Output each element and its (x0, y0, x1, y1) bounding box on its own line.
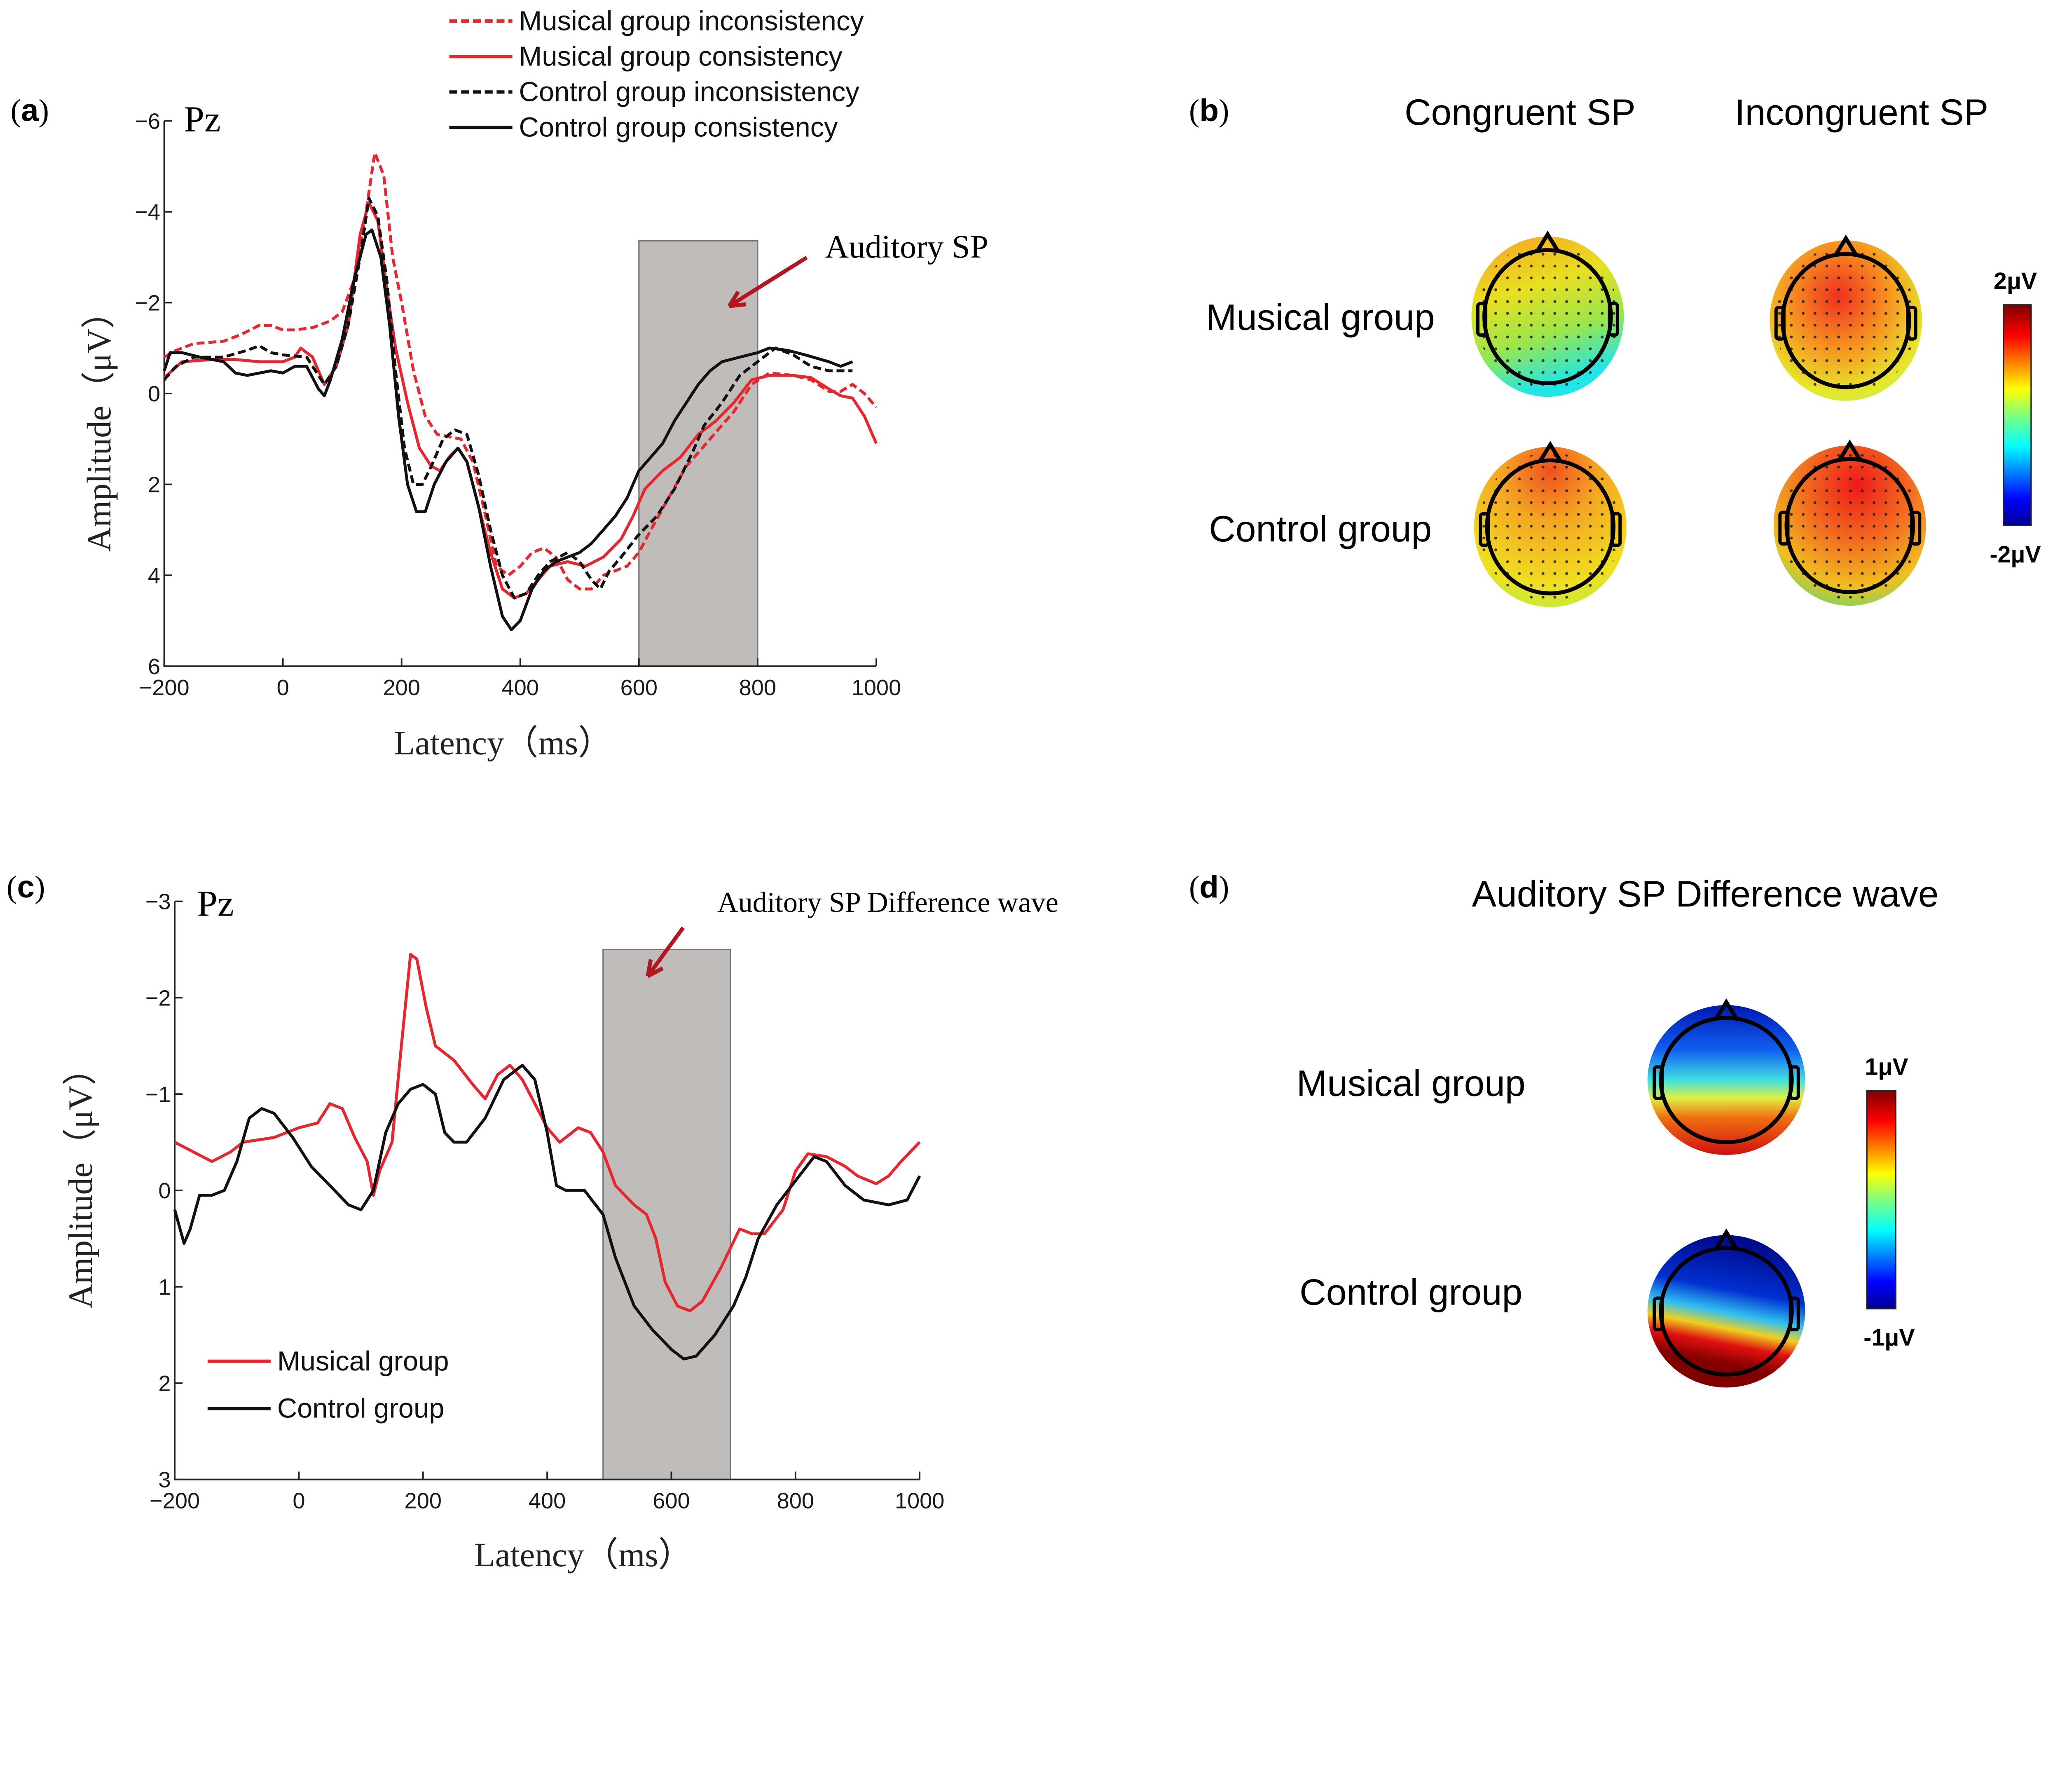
panel-label-d: (d) (1189, 869, 1229, 904)
colorbar-d (1866, 1090, 1896, 1309)
column-title-incongruent: Incongruent SP (1735, 91, 1988, 133)
y-tick-label: 3 (158, 1468, 171, 1492)
x-tick-label: −200 (150, 1489, 200, 1513)
y-tick-label: −6 (135, 109, 160, 134)
y-tick-label: 0 (158, 1178, 171, 1203)
y-tick-label: 4 (148, 563, 160, 588)
head-outline (1659, 1016, 1794, 1144)
row-label-musical-d: Musical group (1297, 1062, 1526, 1103)
electrode-dots (1476, 242, 1619, 391)
arrow-head-icon (727, 290, 747, 308)
y-tick-label: −2 (135, 291, 160, 316)
y-axis-label: Amplitude（μV） (80, 294, 118, 552)
head-outline (1485, 458, 1616, 595)
nose-icon (1833, 234, 1858, 257)
x-tick-label: 800 (739, 675, 776, 700)
arrow-head-icon (646, 959, 664, 978)
nose-icon (1538, 440, 1563, 463)
electrode-title: Pz (197, 883, 234, 924)
y-tick-label: −3 (145, 890, 171, 914)
legend-entry: Musical group consistency (519, 41, 843, 72)
panel-d-title: Auditory SP Difference wave (1472, 873, 1939, 914)
topomap-panel-d: Auditory SP Difference wave Musical grou… (1297, 873, 1939, 1388)
colorbar-d-min: -1μV (1863, 1324, 1915, 1351)
topomap-control-difference (1647, 1228, 1805, 1388)
annotation-arrow (646, 926, 685, 978)
analysis-window (602, 949, 731, 1480)
legend-entry: Musical group (277, 1346, 449, 1377)
head-outline (1780, 252, 1911, 389)
legend-entry: Control group (277, 1393, 445, 1424)
x-tick-label: 600 (653, 1489, 690, 1513)
series-line-2 (163, 201, 878, 600)
x-tick-label: −200 (139, 675, 190, 700)
electrode-dots (1779, 451, 1921, 600)
annotation-label: Auditory SP Difference wave (717, 886, 1058, 918)
legend-entry: Control group consistency (519, 112, 838, 143)
colorbar-d-max: 1μV (1865, 1054, 1908, 1080)
x-axis-label: Latency（ms） (474, 1536, 692, 1574)
x-tick-label: 0 (277, 675, 289, 700)
electrode-dots (1774, 246, 1917, 395)
nose-icon (1714, 1228, 1739, 1251)
nose-icon (1535, 230, 1560, 253)
panel-label-b: (b) (1189, 93, 1229, 128)
annotation-arrow (728, 255, 808, 308)
difference-wave-chart-c: −200 0 200 400 600 800 1000 −3 −2 −1 0 1 2 3 Pz Auditor… (61, 883, 1058, 1574)
legend-entry: Control group inconsistency (519, 77, 860, 108)
colorbar-b-min: -2μV (1990, 541, 2041, 568)
y-tick-label: −1 (145, 1082, 171, 1107)
x-tick-label: 1000 (852, 675, 901, 700)
electrode-title: Pz (184, 99, 220, 140)
y-tick-label: 0 (148, 382, 160, 406)
colorbar-b-max: 2μV (1994, 268, 2037, 295)
y-tick-label: −4 (135, 200, 160, 225)
scalp-map-fill (1647, 1005, 1805, 1155)
scalp-map-fill (1647, 1235, 1805, 1388)
erp-chart-a: −200 0 200 400 600 800 1000 −6 −4 −2 0 2 4 6 Pz Auditor… (80, 5, 988, 761)
row-label-control: Control group (1209, 508, 1432, 549)
y-tick-label: 2 (148, 473, 160, 497)
nose-icon (1714, 998, 1739, 1021)
series-line-4 (163, 228, 853, 631)
annotation-label: Auditory SP (825, 229, 988, 265)
electrode-dots (1479, 452, 1622, 602)
topomap-musical-difference (1647, 998, 1805, 1155)
legend-entry: Musical group inconsistency (519, 5, 864, 36)
y-tick-label: 2 (158, 1371, 171, 1396)
x-tick-label: 0 (293, 1489, 305, 1513)
topomap-control-incongruent (1773, 439, 1926, 606)
series-line-1 (174, 953, 921, 1312)
head-outline (1482, 248, 1613, 385)
head-outline (1659, 1246, 1794, 1377)
x-tick-label: 600 (620, 675, 658, 700)
series-line-3 (163, 197, 853, 600)
x-tick-label: 400 (529, 1489, 566, 1513)
figure: (a) (b) (c) (d) −200 0 200 400 600 800 1000−6−… (7, 5, 2041, 1574)
y-tick-label: 6 (148, 654, 160, 679)
topomap-musical-incongruent (1770, 234, 1922, 401)
series-line-2 (173, 1063, 921, 1361)
x-tick-label: 400 (502, 675, 539, 700)
column-title-congruent: Congruent SP (1405, 91, 1636, 133)
x-tick-label: 800 (777, 1489, 814, 1513)
axes (163, 121, 876, 667)
x-tick-label: 1000 (895, 1489, 945, 1513)
x-tick-label: 200 (405, 1489, 442, 1513)
x-axis-label: Latency（ms） (394, 724, 612, 761)
y-tick-label: −2 (145, 986, 171, 1010)
topomap-panel-b: Congruent SP Incongruent SP Musical grou… (1206, 91, 2041, 607)
y-tick-label: 1 (158, 1275, 171, 1300)
nose-icon (1838, 439, 1862, 461)
panel-label-c: (c) (7, 869, 45, 904)
topomap-control-congruent (1474, 440, 1627, 607)
topomap-musical-congruent (1471, 230, 1624, 397)
colorbar-b (2003, 304, 2032, 527)
row-label-musical: Musical group (1206, 296, 1435, 337)
head-outline (1784, 457, 1915, 594)
row-label-control-d: Control group (1299, 1271, 1522, 1312)
y-axis-label: Amplitude（μV） (61, 1051, 99, 1309)
x-tick-label: 200 (383, 675, 420, 700)
panel-label-a: (a) (11, 93, 49, 128)
